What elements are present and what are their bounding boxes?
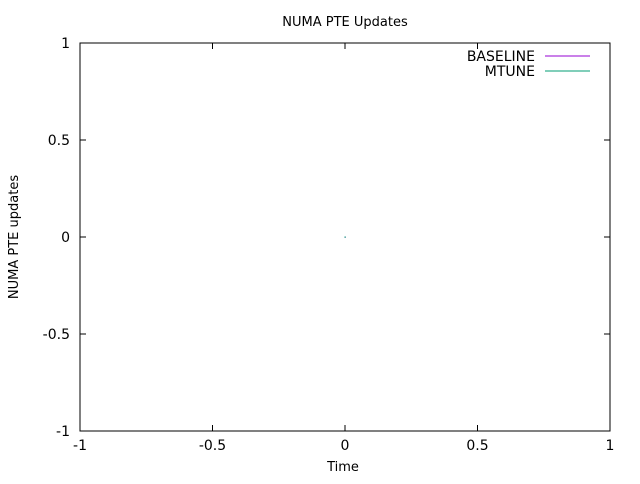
x-axis-label: Time: [326, 460, 359, 475]
y-tick-label: 1: [61, 36, 70, 52]
y-tick-label: -1: [56, 424, 70, 440]
legend-label: MTUNE: [485, 64, 535, 80]
x-tick-label: 1: [606, 438, 615, 454]
y-tick-label: 0.5: [48, 133, 70, 149]
legend-label: BASELINE: [467, 49, 535, 65]
chart-title: NUMA PTE Updates: [282, 15, 408, 30]
data-point-mtune: [344, 236, 346, 238]
x-tick-label: 0: [341, 438, 350, 454]
x-tick-label: -1: [73, 438, 87, 454]
x-tick-label: -0.5: [199, 438, 226, 454]
x-tick-label: 0.5: [466, 438, 488, 454]
y-tick-label: 0: [61, 230, 70, 246]
y-axis-label: NUMA PTE updates: [7, 175, 22, 299]
y-tick-label: -0.5: [43, 327, 70, 343]
